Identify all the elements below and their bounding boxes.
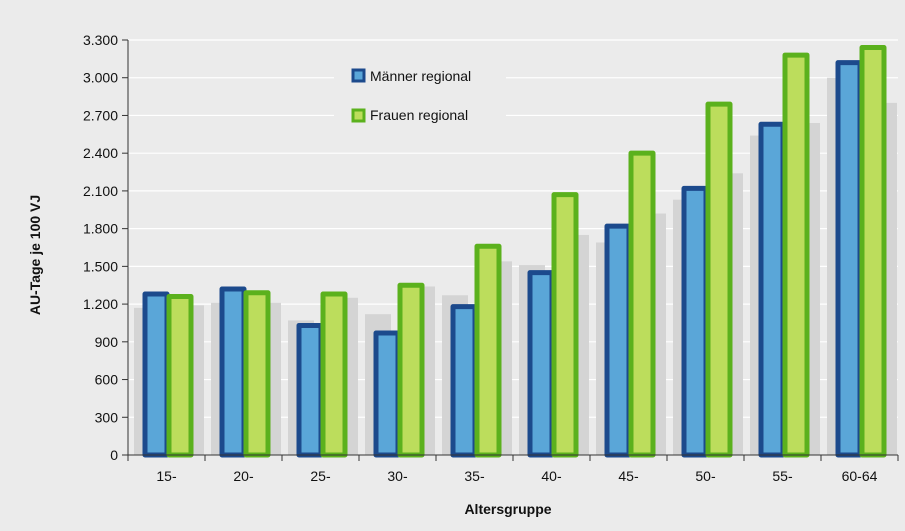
bars xyxy=(142,45,887,458)
x-tick-label: 30- xyxy=(387,468,408,484)
legend-swatch-frauen xyxy=(351,108,366,123)
x-tick-label: 15- xyxy=(156,468,177,484)
bar-maenner xyxy=(758,121,786,458)
bar-maenner xyxy=(296,322,324,458)
bar-frauen xyxy=(628,150,656,458)
bar-maenner xyxy=(527,270,555,458)
x-axis-title: Altersgruppe xyxy=(464,501,551,517)
bar-frauen xyxy=(166,294,194,458)
axes: 0 300 600 900 1.200 1.500 1.800 2.100 2.400 2.700… xyxy=(83,32,899,484)
x-tick-label: 35- xyxy=(464,468,485,484)
x-tick-label: 55- xyxy=(772,468,793,484)
y-tick-label: 3.000 xyxy=(83,70,118,86)
bar-maenner xyxy=(604,223,632,458)
bar-maenner xyxy=(450,304,478,458)
bar-frauen xyxy=(474,243,502,458)
y-tick-label: 2.100 xyxy=(83,183,118,199)
bar-frauen xyxy=(705,101,733,458)
y-tick-label: 1.200 xyxy=(83,296,118,312)
bar-frauen xyxy=(551,192,579,458)
x-tick-label: 40- xyxy=(541,468,562,484)
bar-maenner xyxy=(835,60,863,458)
x-tick-label: 60-64 xyxy=(842,468,878,484)
y-tick-label: 2.700 xyxy=(83,107,118,123)
y-tick-label: 600 xyxy=(95,372,119,388)
legend-label-frauen: Frauen regional xyxy=(370,107,468,123)
bar-maenner xyxy=(142,291,170,458)
bar-maenner xyxy=(373,330,401,458)
legend: Männer regional Frauen regional xyxy=(334,55,506,130)
bar-frauen xyxy=(859,45,887,458)
y-axis-title: AU-Tage je 100 VJ xyxy=(27,195,43,315)
y-tick-label: 2.400 xyxy=(83,145,118,161)
bar-maenner xyxy=(681,185,709,458)
x-tick-label: 20- xyxy=(233,468,254,484)
legend-label-maenner: Männer regional xyxy=(370,68,471,84)
bar-frauen xyxy=(782,52,810,458)
bar-maenner xyxy=(219,286,247,458)
y-tick-label: 0 xyxy=(110,447,118,463)
x-tick-label: 45- xyxy=(618,468,639,484)
x-tick-label: 50- xyxy=(695,468,716,484)
bar-frauen xyxy=(243,290,271,458)
x-tick-label: 25- xyxy=(310,468,331,484)
y-tick-label: 900 xyxy=(95,334,119,350)
bar-frauen xyxy=(397,282,425,458)
y-tick-label: 3.300 xyxy=(83,32,118,48)
legend-swatch-maenner xyxy=(351,68,366,83)
y-tick-label: 300 xyxy=(95,409,119,425)
y-tick-label: 1.800 xyxy=(83,221,118,237)
y-tick-label: 1.500 xyxy=(83,258,118,274)
bar-frauen xyxy=(320,291,348,458)
